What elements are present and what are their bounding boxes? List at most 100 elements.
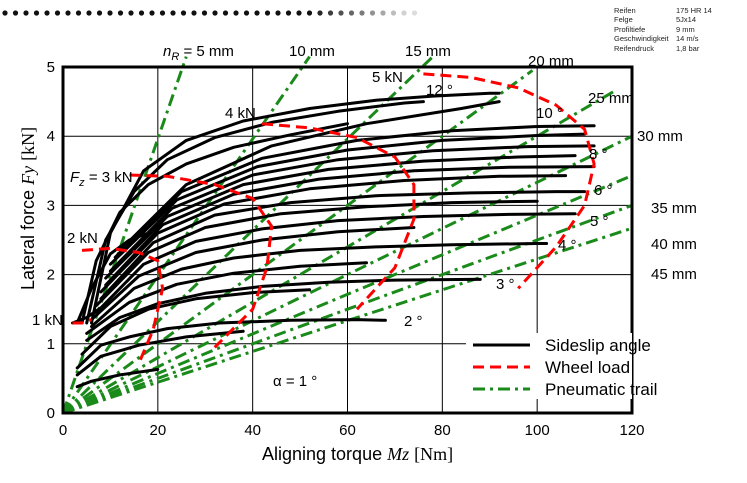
sideslip-curve xyxy=(90,242,549,328)
x-axis-label: Aligning torque Mz [Nm] xyxy=(262,444,453,464)
header-dot xyxy=(2,10,8,16)
header-dot xyxy=(33,10,40,16)
header-dot xyxy=(86,10,92,16)
legend-label: Wheel load xyxy=(545,358,630,377)
info-value: 14 m/s xyxy=(676,34,699,44)
sideslip-curve xyxy=(90,91,501,325)
trail-line xyxy=(62,134,633,415)
trail-line xyxy=(61,55,434,415)
header-dot xyxy=(285,10,292,16)
load-label-4kn: 4 kN xyxy=(225,105,256,122)
trail-label-rest: = 5 mm xyxy=(179,43,234,60)
trail-label-35mm: 35 mm xyxy=(651,200,697,217)
trail-line xyxy=(62,174,633,415)
legend-label: Sideslip angle xyxy=(545,336,651,355)
info-value: 9 mm xyxy=(676,24,695,34)
sideslip-curve xyxy=(99,190,587,301)
y-axis-symbol: Fy xyxy=(18,166,38,186)
sideslip-curve xyxy=(90,226,416,322)
header-dot xyxy=(128,10,134,16)
trail-label-5mm: nR = 5 mm xyxy=(163,43,234,63)
sideslip-curve xyxy=(85,261,368,335)
x-tick-label: 60 xyxy=(339,422,356,439)
alpha-label-4: 4 ° xyxy=(558,237,577,254)
info-value: 5Jx14 xyxy=(676,15,697,25)
x-tick-label: 100 xyxy=(525,422,550,439)
sideslip-curve xyxy=(80,122,349,325)
y-tick-label: 5 xyxy=(47,59,55,76)
info-row: Felge 5Jx14 xyxy=(614,15,712,24)
trail-label-40mm: 40 mm xyxy=(651,236,697,253)
x-tick-label: 20 xyxy=(149,422,166,439)
wheel-load-curve xyxy=(261,122,416,311)
trail-label-25mm: 25 mm xyxy=(588,90,634,107)
info-key: Reifen xyxy=(614,6,636,15)
trail-label-n: n xyxy=(163,43,171,60)
header-dot xyxy=(180,10,187,16)
info-key: Geschwindigkeit xyxy=(614,34,669,44)
sideslip-curve xyxy=(108,144,596,273)
trail-label-30mm: 30 mm xyxy=(637,128,683,145)
header-dot xyxy=(327,10,334,16)
header-dot xyxy=(107,10,113,16)
wheel-load-curves xyxy=(72,72,596,364)
wheel-load-curve xyxy=(81,246,165,364)
sideslip-curve xyxy=(80,288,312,356)
header-dot xyxy=(317,10,323,16)
trail-line xyxy=(62,203,633,415)
info-value: 175 HR 14 xyxy=(676,6,712,15)
info-row: Profiltiefe 9 mm xyxy=(614,25,712,34)
alpha-label-12: 12 ° xyxy=(426,82,453,99)
trail-label-sub: R xyxy=(171,51,179,63)
trail-label-15mm: 15 mm xyxy=(405,43,451,60)
sideslip-curve xyxy=(75,329,245,377)
header-dot xyxy=(233,10,239,16)
y-tick-label: 3 xyxy=(47,197,55,214)
header-dot xyxy=(264,10,271,16)
load-label-3kn: Fz = 3 kN xyxy=(70,169,133,189)
header-dot xyxy=(170,10,176,16)
tire-info-box: Reifen 175 HR 14 Felge 5Jx14 Profiltiefe 9 mm… xyxy=(614,6,712,53)
sideslip-curve xyxy=(118,100,501,252)
legend: Sideslip angle Wheel load Pneumatic trail xyxy=(466,333,657,399)
load-label-1kn: 1 kN xyxy=(32,312,63,329)
sideslip-curve xyxy=(94,199,539,308)
sideslip-curve xyxy=(113,124,596,259)
header-dot xyxy=(254,10,260,16)
header-dot xyxy=(369,10,376,16)
header-dot xyxy=(338,10,344,16)
x-axis-label-text: Aligning torque xyxy=(262,444,382,464)
trail-label-20mm: 20 mm xyxy=(528,53,574,70)
sideslip-curve xyxy=(75,367,160,389)
y-tick-label: 1 xyxy=(47,336,55,353)
info-key: Felge xyxy=(614,15,633,25)
curve-annotations: nR = 5 mm 10 mm 15 mm 20 mm 25 mm 30 mm 35 mm 4… xyxy=(32,43,697,390)
load-label-5kn: 5 kN xyxy=(372,69,403,86)
alpha-label-10: 10 ° xyxy=(536,105,563,122)
header-dot xyxy=(149,10,155,16)
alpha-label-3: 3 ° xyxy=(496,276,515,293)
y-axis-unit: [kN] xyxy=(18,127,38,161)
header-dot-row xyxy=(2,10,418,16)
alpha-label-2: 2 ° xyxy=(404,313,423,330)
info-key: Profiltiefe xyxy=(614,24,646,34)
header-dot xyxy=(75,10,82,16)
header-dot xyxy=(159,10,166,16)
sideslip-curve xyxy=(99,174,568,294)
header-dot xyxy=(411,10,418,16)
alpha-label-8: 8 ° xyxy=(589,146,608,163)
info-value: 1,8 bar xyxy=(676,43,700,53)
header-dot xyxy=(212,10,218,16)
y-tick-label: 2 xyxy=(47,267,55,284)
sideslip-curve xyxy=(85,277,482,342)
y-tick-label: 4 xyxy=(47,128,55,145)
x-axis-symbol: Mz xyxy=(386,444,409,464)
y-axis-label: Lateral force Fy [kN] xyxy=(18,127,38,290)
sideslip-curve xyxy=(104,165,596,287)
plot-frame xyxy=(61,65,634,415)
sideslip-curves xyxy=(71,91,596,389)
header-dot xyxy=(65,10,71,16)
header-dot xyxy=(117,10,124,16)
load-label-rest: = 3 kN xyxy=(85,169,133,186)
